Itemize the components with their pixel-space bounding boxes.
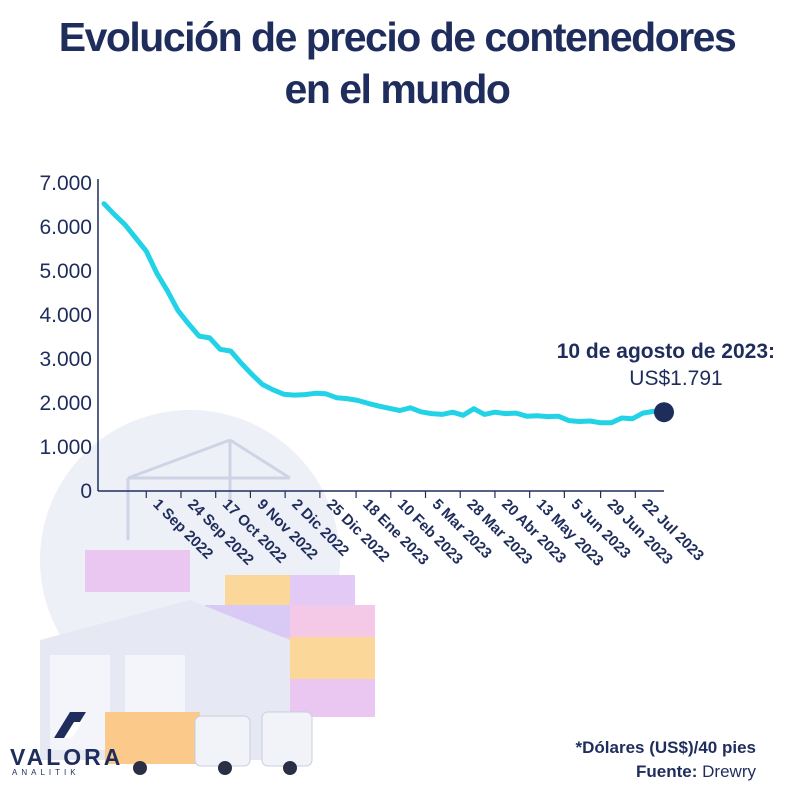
y-tick-label: 0 <box>80 480 92 503</box>
y-tick-label: 6.000 <box>39 216 92 239</box>
logo-wordmark: VALORA <box>10 744 124 770</box>
annotation-value: US$1.791 <box>629 367 722 390</box>
logo-mark-icon <box>54 712 86 738</box>
series-group <box>101 201 667 426</box>
logo-tagline: ANALITIK <box>12 768 80 777</box>
source-value: Drewry <box>702 762 756 781</box>
endpoint-annotation: 10 de agosto de 2023: US$1.791 <box>557 340 775 423</box>
y-tick-label: 2.000 <box>39 392 92 415</box>
source-label: Fuente: <box>636 762 698 781</box>
endpoint-marker <box>654 402 674 423</box>
price-series-line <box>101 201 667 426</box>
chart-axes <box>97 179 664 492</box>
crane-icon <box>126 438 291 540</box>
y-tick-label: 1.000 <box>39 436 92 459</box>
y-tick-label: 5.000 <box>39 260 92 283</box>
page-title: Evolución de precio de contenedores <box>58 14 737 60</box>
y-tick-label: 4.000 <box>39 304 92 327</box>
y-tick-label: 7.000 <box>39 172 92 195</box>
annotation-date: 10 de agosto de 2023: <box>557 340 775 363</box>
y-axis-ticks: 0 1.000 2.000 3.000 4.000 5.000 6.000 7.000 <box>39 172 92 503</box>
y-tick-label: 3.000 <box>39 348 92 371</box>
page-title-line-2: en el mundo <box>284 66 511 112</box>
units-footnote: *Dólares (US$)/40 pies <box>575 738 756 757</box>
valora-analitik-logo: VALORA ANALITIK <box>10 706 130 777</box>
source-line: Fuente: Drewry <box>636 762 756 782</box>
truck-icon <box>105 711 313 775</box>
